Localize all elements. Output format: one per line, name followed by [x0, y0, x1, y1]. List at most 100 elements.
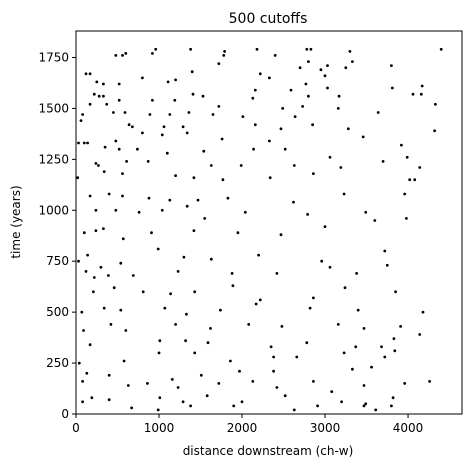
data-point [230, 272, 234, 275]
data-point [148, 113, 152, 116]
x-tick-label: 0 [72, 421, 80, 435]
y-tick-label: 500 [46, 305, 69, 319]
data-point [114, 139, 118, 143]
data-point [356, 308, 360, 312]
data-point [114, 208, 118, 212]
y-tick-label: 1500 [38, 101, 69, 115]
data-point [103, 145, 107, 149]
data-point [439, 47, 443, 51]
data-point [156, 408, 160, 412]
data-point [99, 265, 103, 269]
x-axis: 0 1000 2000 3000 4000 [72, 414, 423, 435]
data-point [354, 345, 358, 349]
data-point [391, 396, 395, 400]
data-point [220, 137, 224, 141]
data-point [307, 94, 310, 98]
data-point [150, 231, 153, 235]
data-point [117, 98, 121, 102]
data-point [193, 351, 197, 355]
data-point [131, 125, 134, 129]
data-point [146, 382, 149, 385]
y-axis: 0 250 500 750 1000 1250 1500 1750 [38, 50, 76, 421]
data-point [166, 80, 170, 84]
data-point [307, 60, 310, 63]
data-point [92, 92, 96, 96]
data-point [141, 76, 144, 80]
data-point [84, 270, 88, 273]
data-point [107, 274, 110, 277]
data-point [127, 123, 131, 127]
data-point [362, 384, 366, 387]
data-point [405, 155, 409, 159]
data-point [196, 198, 200, 202]
data-point [187, 111, 191, 114]
data-point [390, 64, 393, 67]
data-point [418, 166, 422, 169]
data-point [351, 60, 354, 63]
data-point [275, 386, 279, 389]
data-point [117, 82, 121, 86]
data-point [117, 147, 121, 151]
data-point [121, 194, 124, 198]
data-point [102, 227, 105, 231]
data-point [81, 400, 84, 404]
data-point [102, 94, 105, 98]
data-point [272, 369, 275, 373]
data-point [320, 259, 324, 263]
data-point [328, 155, 332, 159]
data-point [158, 396, 162, 400]
data-point [229, 359, 232, 363]
data-point [283, 147, 287, 151]
data-point [370, 365, 373, 369]
data-point [123, 111, 127, 114]
data-point [419, 92, 423, 96]
data-point [158, 339, 162, 343]
data-point [328, 265, 332, 269]
data-point [305, 341, 309, 345]
y-tick-label: 1750 [38, 50, 69, 64]
data-point [364, 210, 368, 214]
data-point [81, 380, 84, 383]
y-tick-label: 1250 [38, 152, 69, 166]
data-point [344, 66, 348, 70]
data-point [238, 369, 241, 373]
data-point [189, 47, 193, 51]
data-point [185, 312, 188, 316]
data-point [151, 52, 154, 55]
data-point [85, 371, 89, 375]
data-point [88, 102, 92, 106]
data-point [97, 94, 101, 98]
data-point [301, 105, 304, 108]
data-point [298, 66, 302, 70]
data-point [121, 172, 124, 176]
y-axis-label: time (years) [9, 185, 23, 258]
data-point [279, 127, 283, 131]
data-point [223, 50, 227, 53]
data-point [373, 219, 377, 222]
data-point [342, 192, 346, 196]
data-point [86, 141, 89, 145]
data-point [169, 292, 173, 296]
data-point [258, 298, 262, 302]
data-point [323, 225, 327, 229]
data-point [251, 96, 255, 100]
data-point [383, 249, 387, 253]
data-point [119, 261, 123, 265]
points-layer [76, 47, 443, 412]
chart-title: 500 cutoffs [229, 11, 308, 27]
data-point [385, 263, 389, 267]
data-point [176, 386, 180, 389]
data-point [399, 325, 402, 328]
data-point [340, 400, 343, 404]
data-point [185, 131, 189, 135]
data-point [86, 253, 89, 257]
data-point [82, 231, 86, 235]
x-tick-label: 3000 [310, 421, 341, 435]
data-point [147, 196, 151, 200]
data-point [403, 382, 407, 385]
data-point [421, 310, 425, 314]
data-point [269, 345, 273, 349]
data-point [136, 147, 139, 151]
data-point [231, 284, 235, 288]
data-point [112, 286, 116, 290]
